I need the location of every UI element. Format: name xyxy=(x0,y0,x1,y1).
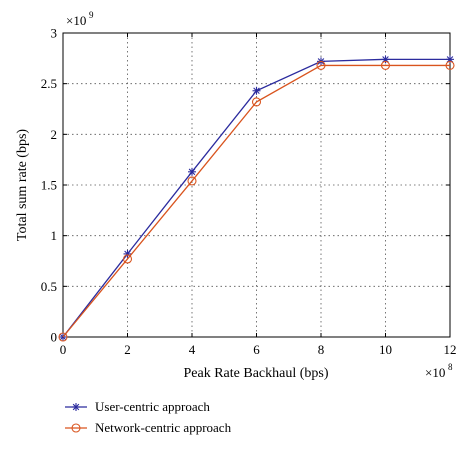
legend-marker-symbol-network-centric-approach xyxy=(71,423,81,433)
x-tick-label: 8 xyxy=(318,342,325,357)
y-tick-label: 3 xyxy=(51,26,58,41)
x-tick-label: 2 xyxy=(124,342,131,357)
legend-marker-symbol-user-centric-approach xyxy=(72,403,80,411)
tick-layer: 0 2 4 6 8 10 12 0 0.5 1 1.5 2 2.5 3 xyxy=(41,26,457,358)
series-line-network-centric-approach xyxy=(62,64,450,338)
legend-label-network-centric: Network-centric approach xyxy=(95,420,232,435)
data-point-network-centric-approach xyxy=(380,60,391,70)
data-point-user-centric-approach xyxy=(381,55,390,64)
legend-item-network-centric: Network-centric approach xyxy=(65,420,232,435)
data-point-network-centric-approach xyxy=(316,60,326,70)
x-exponent-label: 8 xyxy=(448,362,453,372)
x-tick-label: 12 xyxy=(444,342,457,357)
data-point-network-centric-approach xyxy=(122,254,133,264)
legend: User-centric approach Network-centric ap… xyxy=(65,399,232,435)
legend-label-user-centric: User-centric approach xyxy=(95,399,210,414)
legend-marker-symbol-user-centric-approach-stroke xyxy=(72,403,80,411)
y-tick-label: 2.5 xyxy=(41,76,57,91)
data-point-user-centric-approach-stroke xyxy=(188,168,196,176)
x-tick-label: 0 xyxy=(60,342,67,357)
y-multiplier-label: ×10 xyxy=(66,13,86,28)
data-point-user-centric-approach-stroke xyxy=(446,56,454,63)
x-tick-label: 10 xyxy=(379,342,392,357)
data-point-network-centric-approach xyxy=(58,332,68,342)
y-tick-label: 0.5 xyxy=(41,279,57,294)
legend-marker-network-centric xyxy=(71,423,81,433)
series-layer xyxy=(58,55,455,342)
x-axis-label: Peak Rate Backhaul (bps) xyxy=(183,366,328,381)
x-tick-label: 6 xyxy=(253,342,260,357)
data-point-network-centric-approach xyxy=(187,176,197,186)
x-multiplier-label: ×10 xyxy=(425,365,445,380)
data-point-user-centric-approach xyxy=(252,86,261,95)
legend-marker-user-centric xyxy=(72,403,80,411)
data-point-network-centric-approach xyxy=(445,60,455,70)
data-point-network-centric-approach xyxy=(251,97,262,107)
x-tick-label: 4 xyxy=(189,342,196,357)
y-tick-label: 1 xyxy=(51,228,58,243)
y-tick-label: 0 xyxy=(51,330,58,345)
y-axis-label: Total sum rate (bps) xyxy=(15,129,30,241)
data-point-user-centric-approach-stroke xyxy=(253,87,260,95)
legend-item-user-centric: User-centric approach xyxy=(65,399,210,414)
y-tick-label: 2 xyxy=(51,127,58,142)
data-point-user-centric-approach-stroke xyxy=(382,56,389,63)
y-exponent-label: 9 xyxy=(89,10,94,20)
data-point-user-centric-approach xyxy=(188,167,196,176)
y-tick-label: 1.5 xyxy=(41,178,57,193)
grid-layer xyxy=(63,33,450,337)
data-point-user-centric-approach xyxy=(446,55,454,64)
